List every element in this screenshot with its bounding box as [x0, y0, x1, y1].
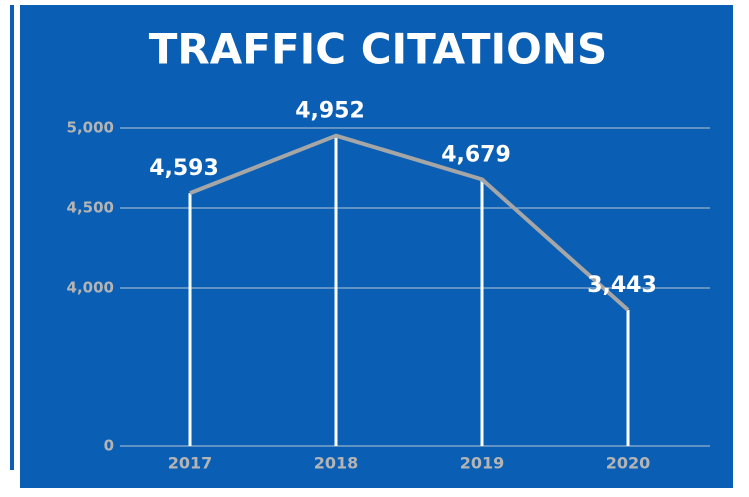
y-tick-label: 0	[104, 437, 114, 455]
data-label: 4,679	[441, 142, 511, 167]
line	[189, 133, 630, 312]
chart-title: TRAFFIC CITATIONS	[149, 25, 607, 74]
data-label: 4,593	[149, 156, 219, 181]
x-tick-label: 2020	[606, 454, 651, 473]
y-tick-label: 4,000	[67, 279, 114, 297]
panel	[20, 5, 733, 488]
data-label: 3,443	[587, 273, 657, 298]
x-tick-label: 2018	[314, 454, 359, 473]
side-bar	[10, 5, 14, 470]
data-label: 4,952	[295, 99, 365, 124]
x-tick-label: 2017	[168, 454, 213, 473]
y-tick-label: 5,000	[67, 119, 114, 137]
y-tick-label: 4,500	[67, 199, 114, 217]
x-tick-label: 2019	[460, 454, 505, 473]
